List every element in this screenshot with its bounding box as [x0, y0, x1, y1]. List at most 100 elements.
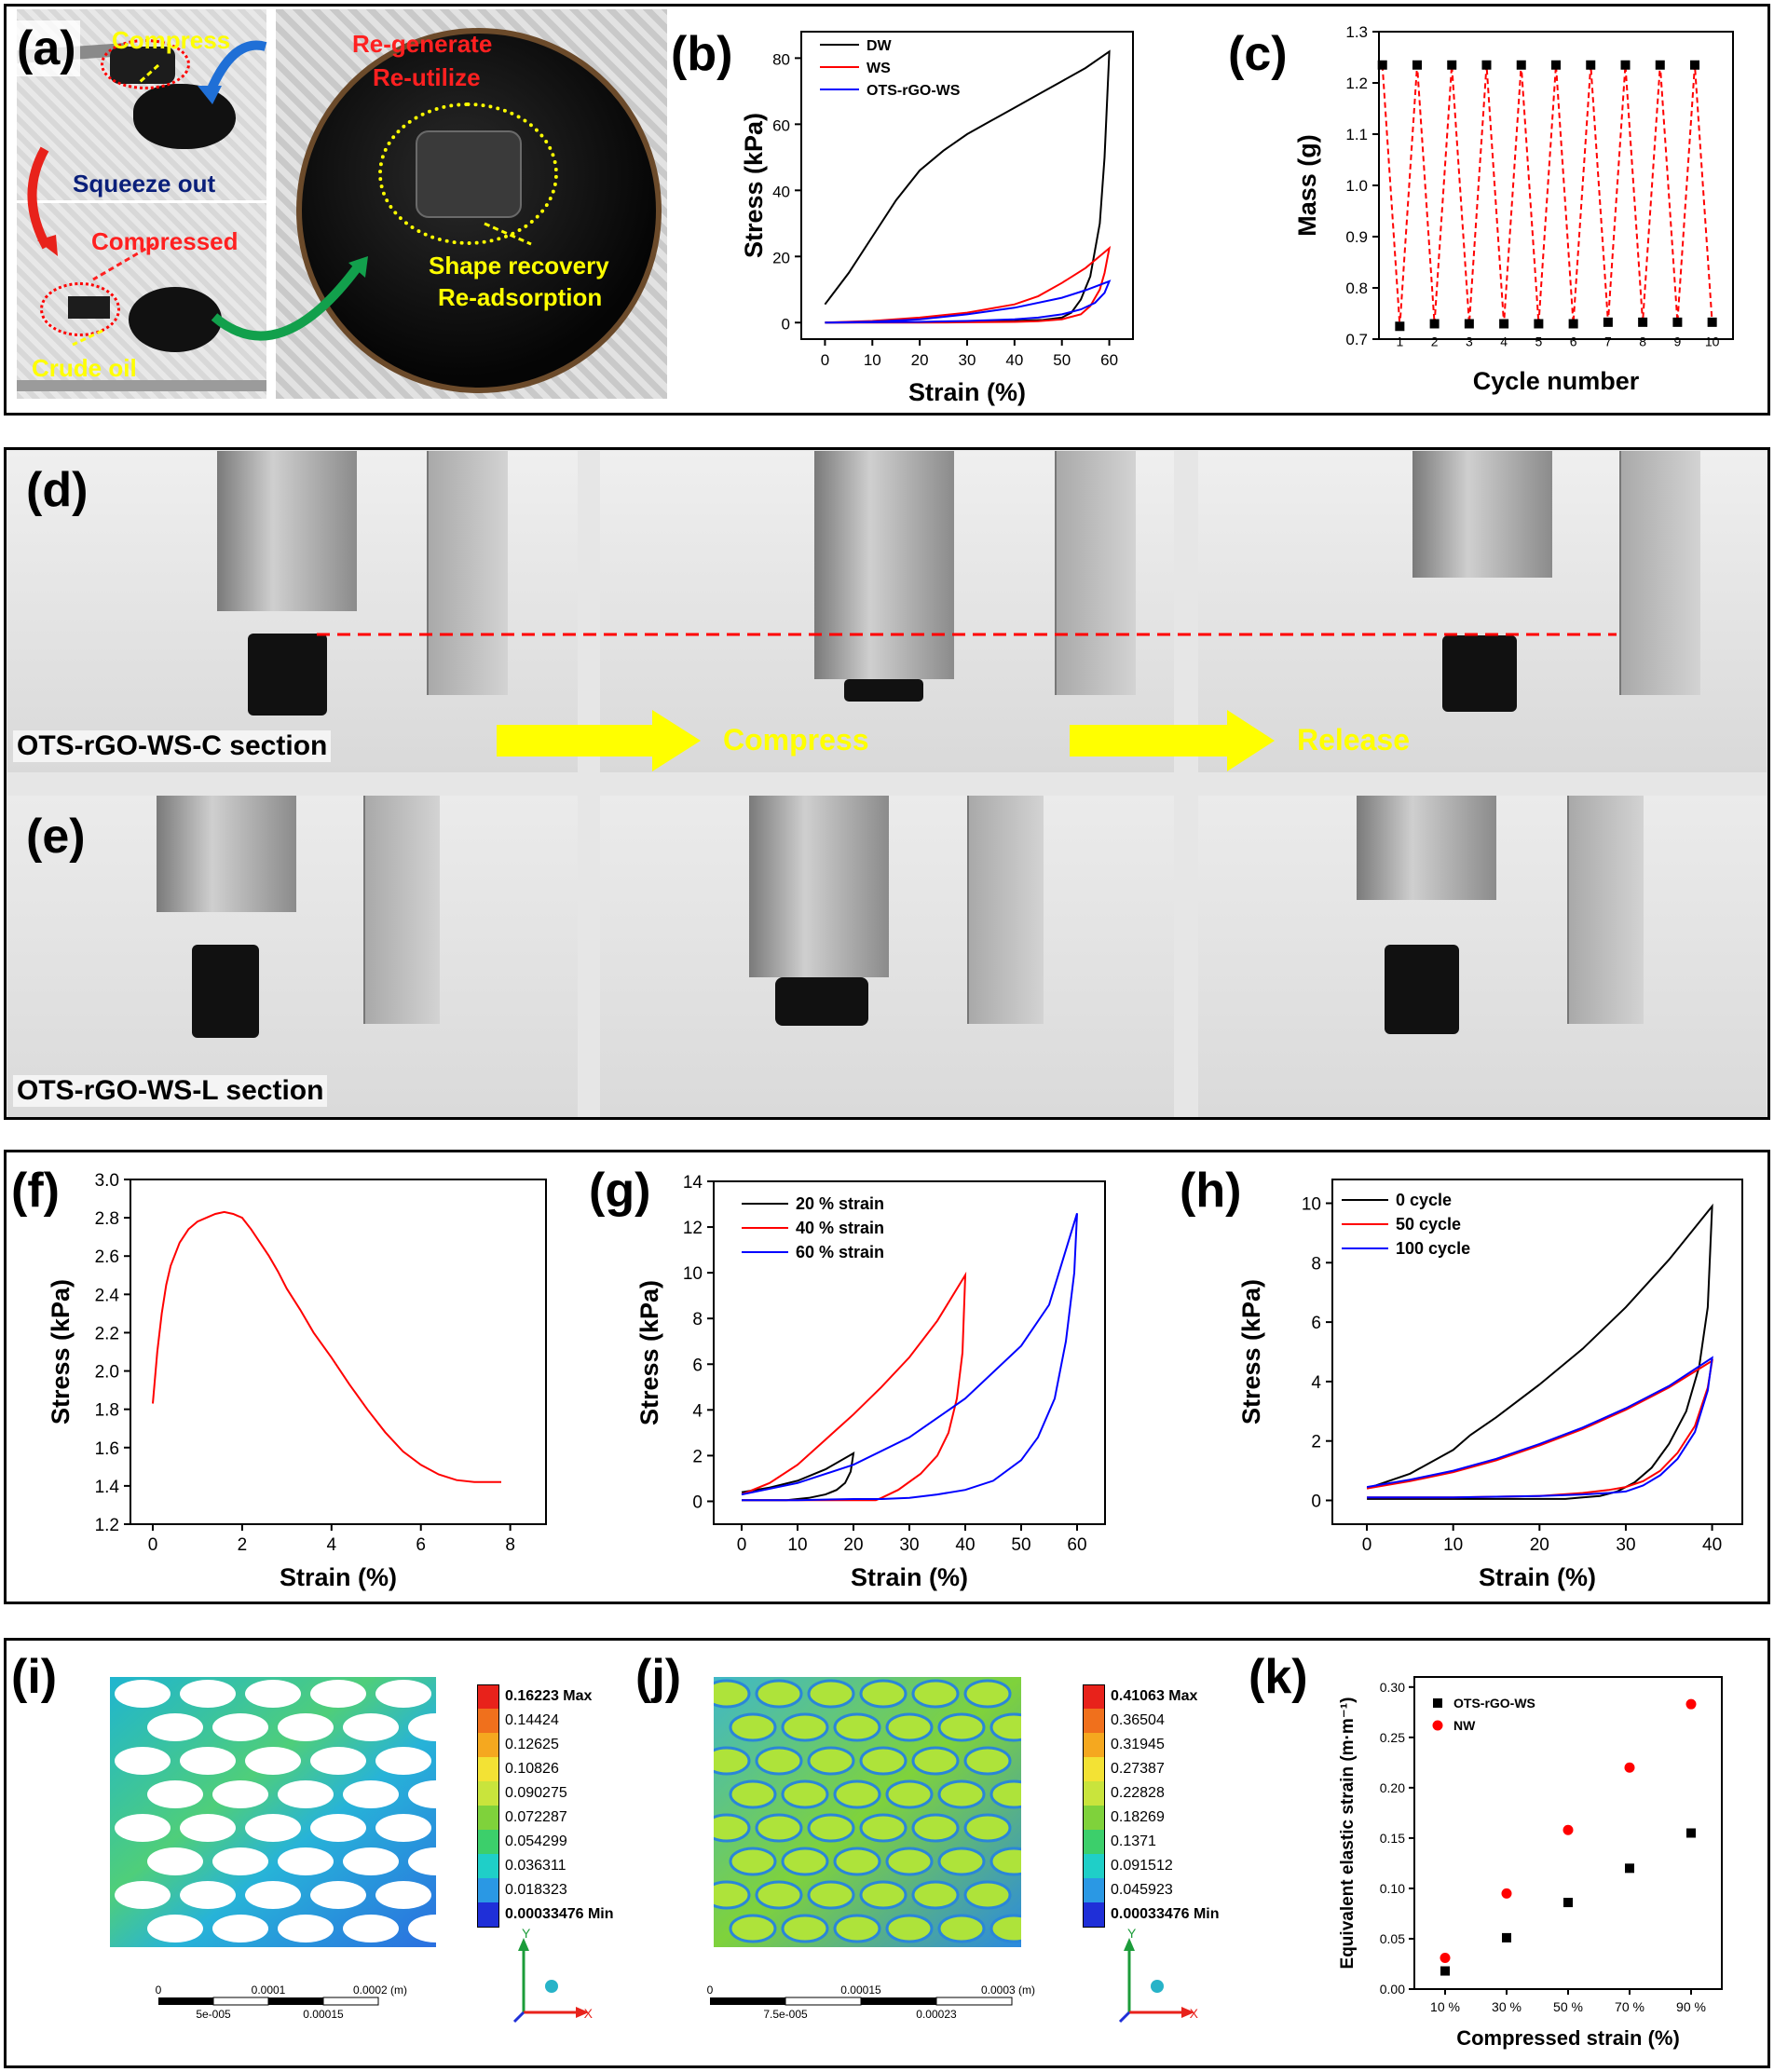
cycle-label: 2	[1431, 334, 1439, 349]
mesh-cell	[963, 1880, 1012, 1910]
cycle-label: 9	[1673, 334, 1681, 349]
legend-color-swatch	[1083, 1902, 1105, 1928]
mesh-hole	[343, 1713, 399, 1741]
label-crude-oil: Crude oil	[32, 354, 137, 382]
mesh-cell	[937, 1712, 986, 1742]
legend-row: 0.14424	[477, 1709, 626, 1733]
x-tick-label: 2	[238, 1535, 248, 1555]
legend-label: OTS-rGO-WS	[1453, 1696, 1535, 1711]
mesh-cell	[729, 1712, 777, 1742]
panel-letter-g: (g)	[589, 1164, 651, 1218]
mesh-hole	[408, 1915, 436, 1942]
legend-value: 0.054299	[505, 1833, 567, 1849]
photo-a-left-bottom	[17, 203, 266, 399]
mesh-hole	[343, 1780, 399, 1808]
legend-label: OTS-rGO-WS	[867, 83, 961, 99]
scale-bar-j: 0 0.00015 0.0003 (m) 7.5e-005 0.00023	[707, 1983, 1035, 2020]
mass-point	[1429, 319, 1440, 329]
x-tick-label: 60	[1100, 351, 1118, 369]
legend-value: 0.31945	[1111, 1737, 1165, 1752]
label-regenerate: Re-generate	[352, 30, 493, 58]
scale-j-2: 0.0003 (m)	[981, 1983, 1035, 1997]
y-tick-label: 1.0	[1345, 177, 1368, 195]
x-axis-label: Compressed strain (%)	[1456, 2026, 1680, 2050]
panel-letter-d: (d)	[26, 463, 89, 517]
legend-color-swatch	[477, 1830, 499, 1854]
scale-i-0: 0	[156, 1983, 162, 1997]
mesh-hole	[408, 1780, 436, 1808]
point-0	[1563, 1898, 1573, 1908]
panel-a-arrows	[27, 40, 532, 347]
mesh-cell	[911, 1679, 960, 1709]
mesh-cell	[859, 1813, 907, 1843]
legend-row: 0.31945	[1083, 1733, 1232, 1757]
y-tick-label: 0.7	[1345, 331, 1368, 348]
x-tick-label: 40	[1702, 1535, 1722, 1555]
legend-label: 60 % strain	[796, 1243, 884, 1261]
mass-point	[1672, 317, 1683, 327]
mesh-cell	[807, 1679, 855, 1709]
x-tick-label: 50	[1053, 351, 1071, 369]
mesh-hole	[408, 1847, 436, 1875]
y-axis-label: Stress (kPa)	[1237, 1279, 1265, 1424]
cycle-label: 8	[1639, 334, 1646, 349]
x-tick-label: 90 %	[1676, 1999, 1706, 2014]
legend-color-swatch	[477, 1854, 499, 1878]
mesh-hole	[245, 1814, 301, 1842]
legend-row: 0.22828	[1083, 1781, 1232, 1806]
legend-color-swatch	[477, 1902, 499, 1928]
mesh-cell	[937, 1847, 986, 1876]
legend-color-swatch	[477, 1733, 499, 1757]
y-tick-label: 10	[683, 1264, 703, 1284]
legend-row: 0.16223 Max	[477, 1684, 626, 1710]
point-1	[1562, 1824, 1574, 1835]
x-tick-label: 0	[148, 1535, 158, 1555]
y-axis-label: Equivalent elastic strain (m·m⁻¹)	[1338, 1697, 1358, 1970]
mesh-cell	[781, 1847, 829, 1876]
panel-letter-c: (c)	[1228, 27, 1288, 81]
mesh-cell	[989, 1779, 1021, 1809]
legend-label: WS	[867, 61, 891, 76]
legend-color-swatch	[477, 1806, 499, 1830]
legend-row: 0.072287	[477, 1806, 626, 1830]
mesh-cell	[755, 1813, 803, 1843]
mesh-hole	[278, 1915, 334, 1942]
y-axis-label: Mass (g)	[1293, 134, 1321, 237]
legend-color-swatch	[477, 1878, 499, 1902]
legend-color-swatch	[1083, 1781, 1105, 1806]
series-line-2	[825, 279, 1112, 324]
x-tick-label: 20	[1530, 1535, 1549, 1555]
legend-row: 0.054299	[477, 1830, 626, 1854]
legend-row: 0.27387	[1083, 1757, 1232, 1781]
mesh-cell	[859, 1880, 907, 1910]
y-tick-label: 8	[692, 1310, 703, 1329]
legend-row: 0.00033476 Min	[477, 1902, 626, 1928]
axis-triad-j: Y X	[1118, 1929, 1199, 2024]
legend-value: 0.036311	[505, 1858, 566, 1874]
legend-color-swatch	[477, 1684, 499, 1710]
y-tick-label: 2.4	[95, 1286, 120, 1305]
mesh-hole	[180, 1881, 236, 1909]
mesh-hole	[180, 1747, 236, 1775]
panel-letter-i: (i)	[11, 1650, 58, 1704]
mesh-cell	[714, 1679, 751, 1709]
mesh-cell	[859, 1746, 907, 1776]
mesh-cell	[859, 1679, 907, 1709]
point-1	[1624, 1762, 1635, 1773]
dashed-reference-line	[317, 633, 1617, 771]
y-tick-label: 10	[1302, 1195, 1321, 1215]
series-line-0	[741, 1452, 855, 1502]
mesh-hole	[147, 1713, 203, 1741]
y-tick-label: 0	[1311, 1492, 1321, 1511]
scale-bar-i: 0 0.0001 0.0002 (m) 5e-005 0.00015	[156, 1983, 407, 2020]
mass-point	[1412, 60, 1422, 70]
y-tick-label: 0.10	[1380, 1881, 1405, 1896]
mesh-hole	[212, 1847, 268, 1875]
y-tick-label: 0.8	[1345, 279, 1368, 297]
mesh-cell	[937, 1914, 986, 1943]
scale-j-1: 0.00015	[840, 1983, 881, 1997]
mass-point	[1586, 60, 1596, 70]
mass-point	[1395, 321, 1405, 332]
point-1	[1501, 1888, 1512, 1899]
mesh-cell	[729, 1914, 777, 1943]
